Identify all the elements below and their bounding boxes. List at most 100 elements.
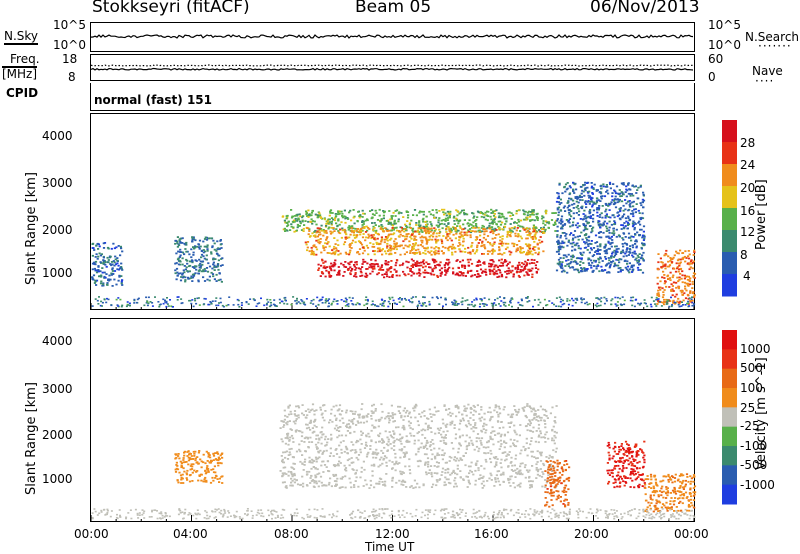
power-cell [380,239,383,242]
power-cell [373,214,376,216]
power-cell [206,249,209,252]
power-cell [632,194,635,197]
power-ytick-2000: 2000 [42,223,73,237]
power-cell [410,258,413,261]
power-cell [559,265,562,268]
velocity-cell [433,465,436,467]
power-cell [606,185,609,188]
power-cell [437,221,440,224]
velocity-cell [305,470,309,473]
power-cell [361,266,364,268]
power-cell [542,250,545,253]
velocity-cell [542,436,545,439]
velocity-cell [489,418,492,420]
velocity-cell [352,413,355,415]
power-ground-cell [438,303,441,305]
power-cell [578,235,581,237]
power-cell [591,192,594,194]
velocity-cell [553,430,556,433]
power-ground-cell [169,299,171,301]
power-cell [461,228,464,231]
power-cell [674,295,677,298]
power-cell [657,289,660,292]
power-cell [454,237,457,240]
velocity-cell [489,435,492,438]
power-cell [405,210,408,213]
velocity-cell [465,407,468,410]
power-cell [410,237,413,240]
power-cell [324,242,327,245]
velocity-cell [518,434,521,437]
power-cell [95,244,98,247]
velocity-cell [345,447,348,450]
power-ground-cell [605,300,608,302]
velocity-cell [310,441,314,443]
velocity-cell [480,429,483,432]
power-cell [485,273,488,276]
power-cell [190,248,193,251]
power-cell [670,289,673,291]
power-cell [181,242,184,244]
power-cell [577,207,580,210]
power-cell [658,286,661,289]
power-cell [434,228,437,231]
velocity-cell [350,461,353,464]
power-cell [328,221,331,223]
velocity-cell [358,414,361,417]
power-cell [454,229,457,232]
velocity-cell [286,434,289,437]
power-cell [568,218,571,220]
power-ground-cell [482,303,485,305]
velocity-colorbar-swatch-6 [722,446,737,466]
velocity-cell [344,486,347,489]
velocity-cell [465,414,468,417]
velocity-cell [528,480,531,483]
power-cell [630,235,633,238]
power-cell [567,205,571,207]
power-ground-cell [333,298,336,301]
power-cell [528,262,531,265]
power-cell [622,204,625,207]
velocity-cell [428,445,432,448]
power-cell [348,244,351,246]
power-ground-cell [616,304,619,307]
power-cell [679,261,682,264]
power-cell [601,260,604,262]
power-cell [349,243,352,245]
power-cell [185,258,188,261]
power-cell [385,271,388,274]
power-cell [431,270,434,273]
power-cell [378,250,382,253]
power-cell [192,254,195,256]
power-cell [592,226,595,229]
velocity-cell [405,486,408,488]
power-ground-cell [381,299,384,301]
power-cell [594,260,597,263]
power-cell [547,226,550,229]
power-cell [97,269,100,271]
power-cell [184,276,187,279]
power-cell [433,216,436,219]
power-cell [306,227,309,229]
power-ground-cell [365,303,368,305]
power-cell [556,218,559,220]
power-cell [602,231,605,234]
power-cell [605,225,608,228]
velocity-cell [381,410,384,413]
power-cell [632,224,635,226]
power-cell [487,210,490,213]
velocity-cell [417,424,420,427]
power-cell [292,219,296,222]
power-ground-cell [630,296,633,299]
power-cell [104,261,107,263]
power-cell [526,245,529,248]
velocity-cell [443,442,446,444]
power-cell [332,218,335,221]
power-cell [618,200,621,203]
power-cell [196,245,199,248]
power-cell [403,273,406,275]
power-cell [95,279,99,282]
power-cell [634,185,637,188]
velocity-cell [412,407,415,410]
power-cell [390,248,393,251]
